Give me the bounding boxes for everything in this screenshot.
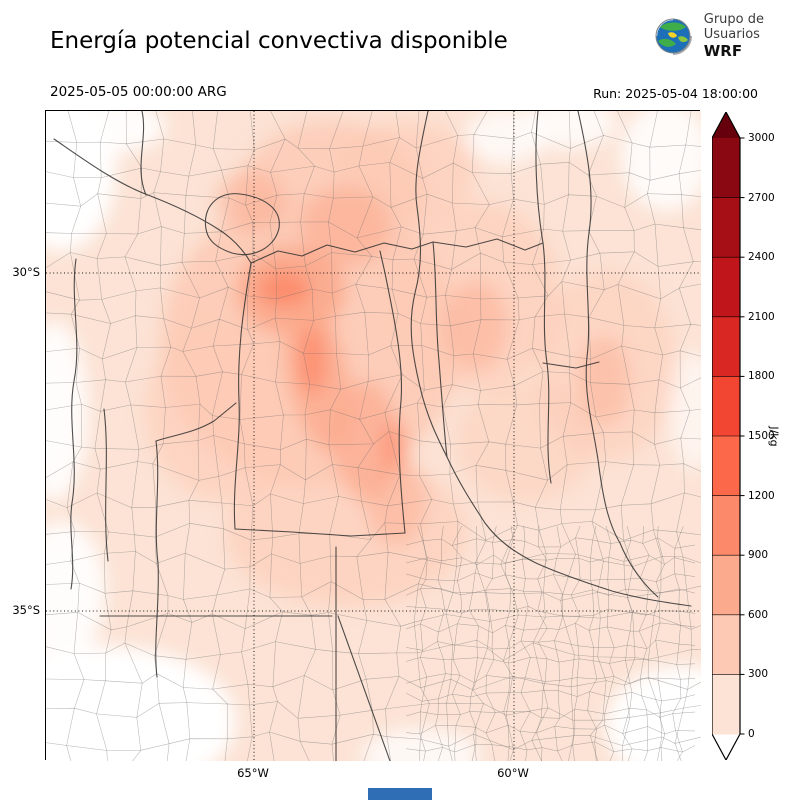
colorbar-tick-label: 3000 <box>748 132 775 144</box>
lon-tick-label-60w: 60°W <box>497 766 529 780</box>
map-frame <box>45 110 701 761</box>
logo-org-line2: Usuarios <box>703 27 760 43</box>
run-time: Run: 2025-05-04 18:00:00 <box>593 86 758 101</box>
colorbar <box>712 112 745 760</box>
colorbar-unit-label: J/kg <box>767 426 781 447</box>
logo-org-line3: WRF <box>703 41 743 60</box>
province-boundaries <box>53 111 692 761</box>
page-title: Energía potencial convectiva disponible <box>50 28 508 54</box>
colorbar-tick-label: 1800 <box>748 370 775 383</box>
wrf-logo: Grupo de Usuarios WRF <box>650 12 764 60</box>
logo-org-line1: Grupo de <box>703 12 764 27</box>
colorbar-tick-label: 900 <box>748 549 769 562</box>
colorbar-tick-label: 0 <box>748 728 755 740</box>
cape-map <box>46 111 701 761</box>
graticule <box>46 111 701 761</box>
globe-icon <box>654 17 692 56</box>
colorbar-tick-label: 600 <box>748 608 769 621</box>
colorbar-tick-label: 2700 <box>748 191 775 204</box>
lon-tick-label-65w: 65°W <box>237 766 269 780</box>
colorbar-tick-label: 1500 <box>748 430 775 442</box>
colorbar-tick-label: 2400 <box>748 251 775 264</box>
colorbar-tick-label: 300 <box>748 668 769 681</box>
valid-time: 2025-05-05 00:00:00 ARG <box>50 84 227 100</box>
colorbar-tick-label: 1200 <box>748 489 775 502</box>
lat-tick-label-30s: 30°S <box>12 265 40 279</box>
lat-tick-label-35s: 35°S <box>12 603 40 617</box>
colorbar-tick-label: 2100 <box>748 310 775 323</box>
footer-logo-bar <box>368 788 432 800</box>
